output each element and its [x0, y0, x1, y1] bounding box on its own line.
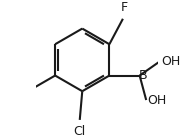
Text: OH: OH [162, 55, 181, 67]
Text: F: F [121, 2, 128, 14]
Text: Cl: Cl [74, 125, 86, 138]
Text: OH: OH [147, 94, 167, 107]
Text: B: B [138, 69, 147, 82]
